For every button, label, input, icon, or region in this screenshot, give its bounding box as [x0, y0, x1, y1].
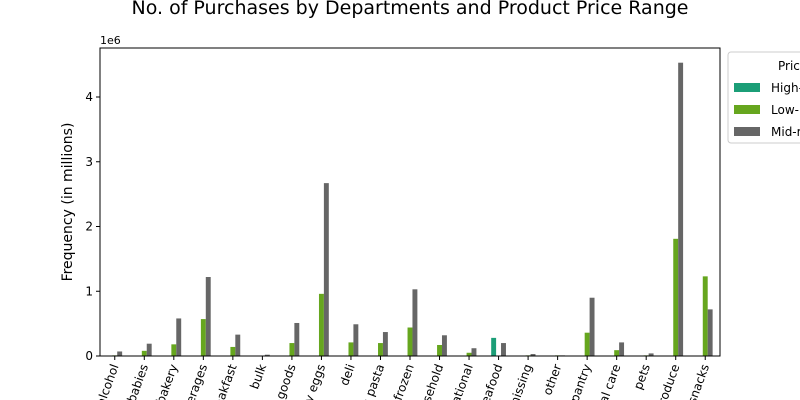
x-tick-label: babies [124, 362, 151, 400]
x-tick-label: snacks [685, 362, 712, 400]
bar [441, 335, 447, 356]
y-tick-label: 3 [85, 155, 93, 169]
x-tick-label: missing [506, 362, 535, 400]
x-tick-label: other [540, 362, 564, 397]
bar [348, 342, 354, 356]
bar [702, 276, 708, 356]
bar [318, 293, 324, 356]
x-tick-label: bakery [153, 362, 180, 400]
legend-label: Mid-range product [771, 125, 800, 139]
bar [471, 348, 477, 356]
bar [200, 319, 206, 356]
bar [491, 337, 497, 356]
legend-title: Price Range [778, 59, 800, 73]
bar [146, 343, 152, 356]
bar [673, 238, 679, 356]
bar [614, 350, 620, 356]
x-tick-label: dairy eggs [294, 362, 329, 400]
bar [323, 183, 329, 356]
legend-swatch [734, 127, 760, 136]
bar [378, 343, 383, 356]
chart-title: No. of Purchases by Departments and Prod… [132, 0, 689, 19]
bar [117, 351, 123, 356]
bar [437, 344, 442, 356]
bar [230, 346, 236, 356]
bar [407, 327, 413, 356]
legend-box [727, 51, 800, 144]
y-axis-label: Frequency (in millions) [60, 123, 76, 282]
x-tick-label: pantry [567, 362, 594, 400]
bar [466, 352, 472, 356]
bar [619, 342, 625, 356]
bar [648, 353, 654, 356]
bar [289, 343, 295, 356]
bar [584, 332, 590, 356]
bar [294, 322, 300, 356]
bar [412, 289, 418, 356]
bar [589, 297, 595, 356]
bar [353, 324, 359, 356]
bar [707, 309, 713, 356]
legend-swatch [734, 83, 760, 92]
y-tick-label: 0 [85, 349, 93, 363]
x-tick-label: beverages [175, 362, 210, 400]
x-tick-label: frozen [391, 362, 417, 400]
legend-label: High-range product [771, 81, 800, 95]
bar [141, 350, 147, 356]
x-tick-label: bulk [247, 362, 269, 391]
x-tick-label: alcohol [94, 362, 122, 400]
legend-label: Low-range product [771, 103, 800, 117]
bar [176, 318, 182, 356]
legend-swatch [734, 105, 760, 114]
bar [678, 62, 684, 356]
bar [530, 354, 536, 356]
x-tick-label: deli [337, 362, 358, 387]
x-tick-label: produce [653, 362, 683, 400]
y-tick-label: 4 [85, 90, 93, 104]
x-tick-label: household [412, 362, 446, 400]
bar [501, 343, 506, 356]
y-tick-label: 1 [85, 284, 93, 298]
bar [235, 334, 241, 356]
bar [264, 354, 270, 356]
x-tick-label: breakfast [207, 362, 240, 400]
bar [205, 277, 211, 356]
bar [171, 344, 177, 356]
y-tick-label: 2 [85, 220, 93, 234]
plot-frame [99, 47, 721, 357]
y-offset: 1e6 [100, 34, 121, 47]
bar [382, 332, 388, 356]
x-tick-label: pets [631, 362, 653, 391]
